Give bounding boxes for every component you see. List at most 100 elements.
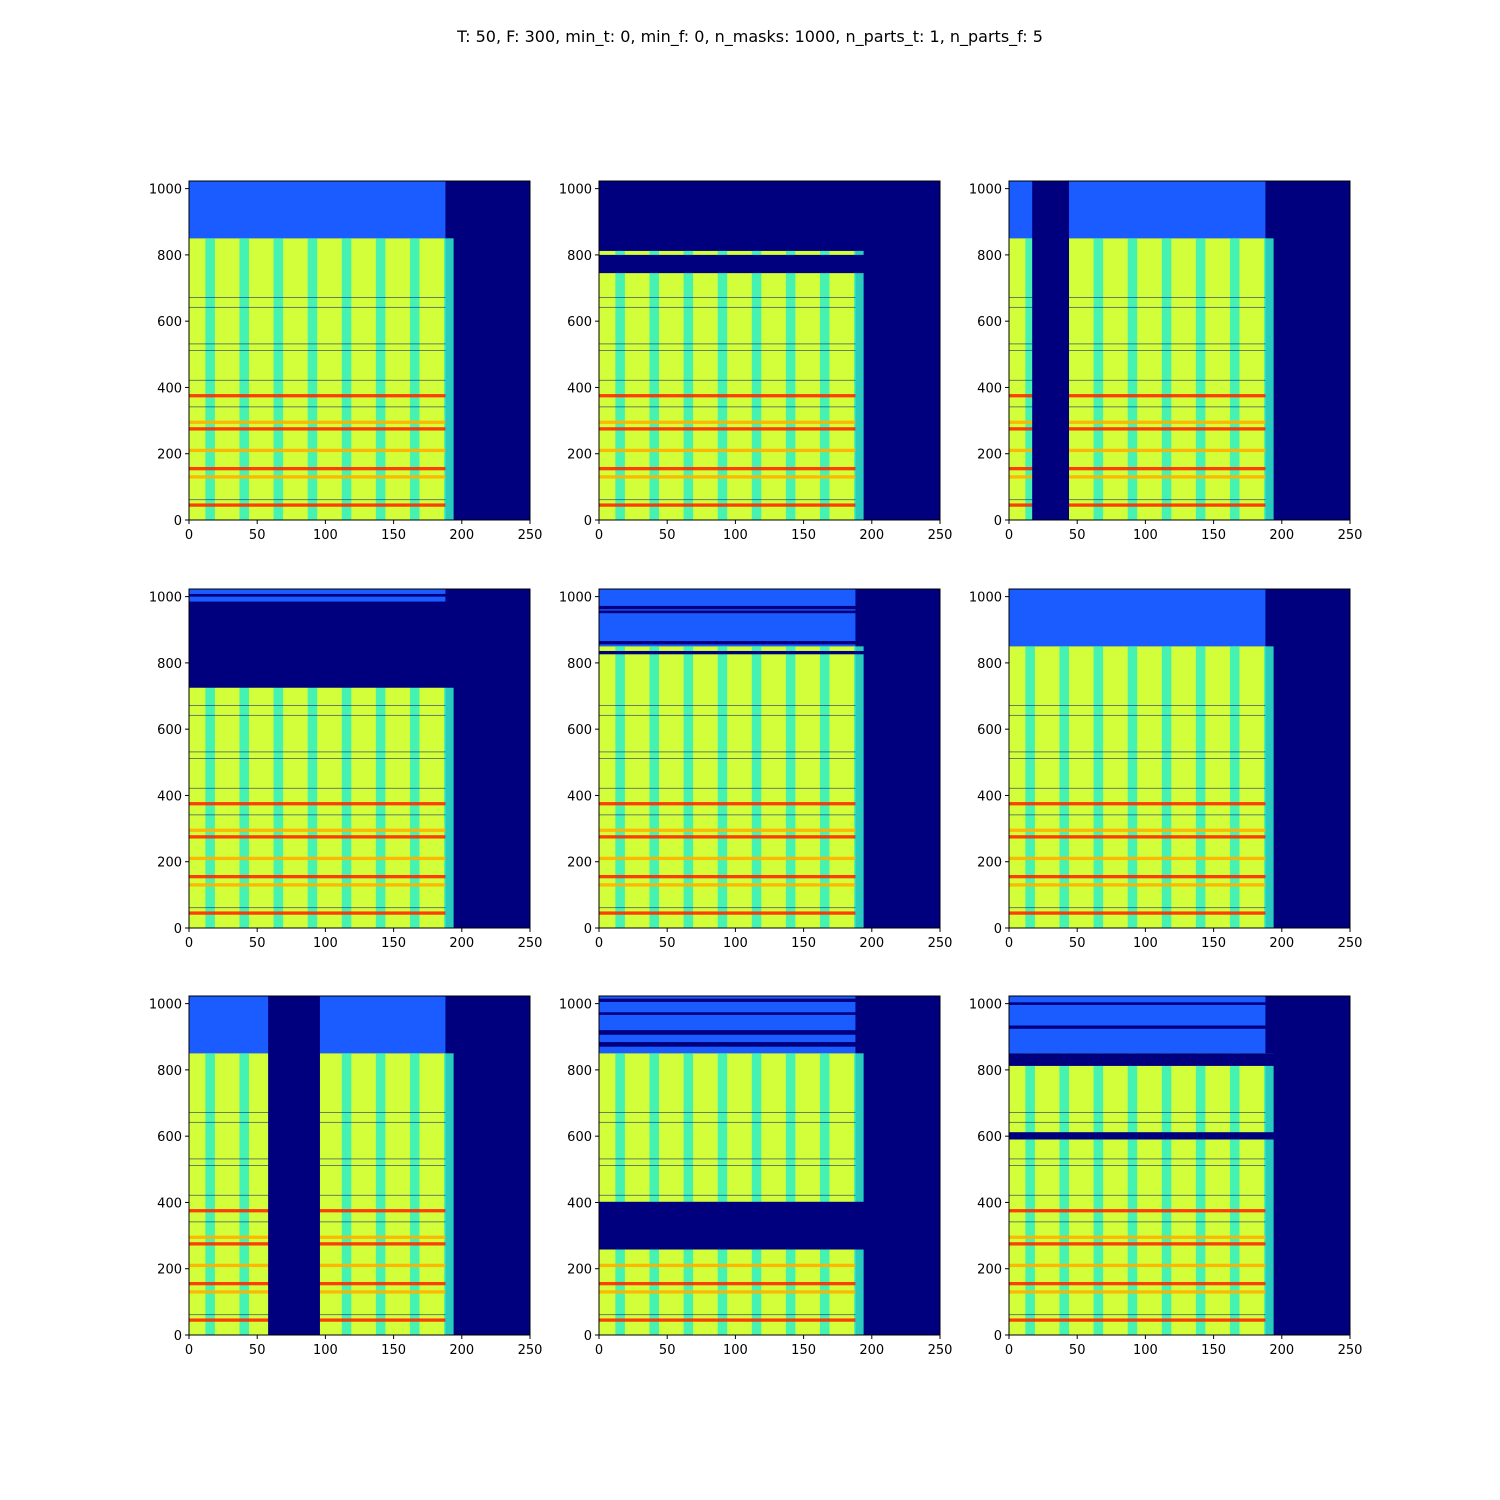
harmonic-band — [599, 1318, 856, 1322]
signal-stripe — [444, 1053, 454, 1335]
signal-stripe — [717, 1053, 728, 1335]
y-tick-label: 600 — [977, 723, 1002, 738]
signal-stripe — [239, 238, 250, 520]
heatmap-image — [189, 996, 530, 1335]
notch-line — [599, 499, 856, 501]
harmonic-band — [599, 503, 856, 507]
signal-stripe — [1264, 1053, 1274, 1335]
heatmap-image — [1009, 589, 1350, 928]
notch-line — [599, 350, 856, 352]
frequency-mask — [599, 1012, 940, 1015]
y-tick-label: 200 — [977, 1263, 1002, 1278]
signal-stripe — [717, 646, 728, 928]
notch-line — [1009, 704, 1266, 706]
x-tick-label: 150 — [791, 528, 816, 543]
signal-stripe — [1127, 238, 1138, 520]
harmonic-band — [189, 802, 446, 806]
signal-stripe — [649, 1053, 660, 1335]
x-tick-label: 50 — [659, 528, 676, 543]
harmonic-band — [1009, 802, 1266, 806]
y-tick-label: 600 — [567, 723, 592, 738]
harmonic-band — [599, 448, 856, 453]
y-tick-label: 400 — [977, 381, 1002, 396]
notch-line — [189, 704, 446, 706]
axes-frame — [598, 588, 941, 929]
y-tick-label: 800 — [567, 249, 592, 264]
harmonic-band — [189, 911, 446, 915]
y-tick-label: 800 — [977, 657, 1002, 672]
signal-stripe — [375, 1053, 386, 1335]
frequency-mask — [189, 593, 530, 597]
notch-line — [1009, 907, 1266, 909]
signal-stripe — [819, 1053, 830, 1335]
signal-stripe — [409, 646, 420, 928]
harmonic-band — [1009, 1263, 1266, 1268]
x-tick-label: 200 — [449, 936, 474, 951]
notch-line — [599, 406, 856, 408]
x-tick-label: 0 — [1005, 528, 1013, 543]
frequency-mask — [1009, 1025, 1350, 1029]
frequency-mask — [599, 1042, 940, 1047]
harmonic-band — [1009, 1242, 1266, 1246]
harmonic-band — [1009, 475, 1266, 479]
notch-line — [189, 751, 446, 753]
harmonic-band — [189, 394, 446, 398]
notch-line — [1009, 350, 1266, 352]
signal-stripe — [444, 646, 454, 928]
x-tick-label: 250 — [928, 936, 953, 951]
x-tick-label: 0 — [595, 528, 603, 543]
frequency-mask — [1009, 1002, 1350, 1005]
axes-frame — [1008, 588, 1351, 929]
notch-line — [1009, 758, 1266, 760]
heatmap-image — [1009, 996, 1350, 1335]
notch-line — [599, 787, 856, 789]
heatmap-image — [189, 181, 530, 520]
subplot-9: 0 50 100 150 200 250 0 200 400 600 800 1000 — [969, 995, 1362, 1358]
signal-stripe — [205, 1053, 215, 1335]
notch-line — [1009, 379, 1266, 381]
x-tick-label: 50 — [1069, 1343, 1086, 1358]
signal-stripe — [273, 646, 284, 928]
signal-stripe — [444, 238, 454, 520]
signal-stripe — [1229, 646, 1240, 928]
harmonic-band — [599, 420, 856, 424]
x-tick-label: 150 — [1201, 936, 1226, 951]
harmonic-band — [189, 448, 446, 453]
y-tick-label: 400 — [977, 1196, 1002, 1211]
signal-stripe — [649, 238, 660, 520]
subplot-3: 0 50 100 150 200 250 0 200 400 600 800 1000 — [969, 180, 1362, 543]
x-tick-label: 50 — [249, 936, 266, 951]
x-tick-label: 150 — [1201, 528, 1226, 543]
harmonic-band — [599, 883, 856, 887]
frequency-mask — [599, 605, 940, 610]
signal-band — [1009, 646, 1266, 928]
x-tick-label: 0 — [185, 528, 193, 543]
harmonic-band — [1009, 394, 1266, 398]
signal-stripe — [1093, 646, 1104, 928]
subplot-8: 0 50 100 150 200 250 0 200 400 600 800 1000 — [559, 995, 952, 1358]
subplot-4: 0 50 100 150 200 250 0 200 400 600 800 1000 — [149, 588, 542, 951]
signal-stripe — [683, 238, 694, 520]
signal-stripe — [341, 1053, 352, 1335]
frequency-mask — [599, 1201, 940, 1250]
x-tick-label: 200 — [859, 528, 884, 543]
harmonic-band — [599, 835, 856, 839]
signal-stripe — [615, 1053, 625, 1335]
notch-line — [599, 1165, 856, 1167]
x-tick-label: 100 — [313, 528, 338, 543]
y-tick-label: 0 — [994, 514, 1002, 529]
y-tick-label: 1000 — [149, 591, 182, 606]
x-tick-label: 150 — [381, 528, 406, 543]
signal-stripe — [1229, 1053, 1240, 1335]
harmonic-band — [1009, 448, 1266, 453]
harmonic-band — [1009, 835, 1266, 839]
notch-line — [1009, 1111, 1266, 1113]
x-tick-label: 200 — [1269, 528, 1294, 543]
signal-stripe — [307, 238, 318, 520]
x-tick-label: 150 — [791, 936, 816, 951]
frequency-mask — [599, 254, 940, 274]
notch-line — [599, 1194, 856, 1196]
signal-stripe — [1264, 646, 1274, 928]
y-tick-label: 1000 — [559, 183, 592, 198]
y-tick-label: 0 — [174, 922, 182, 937]
